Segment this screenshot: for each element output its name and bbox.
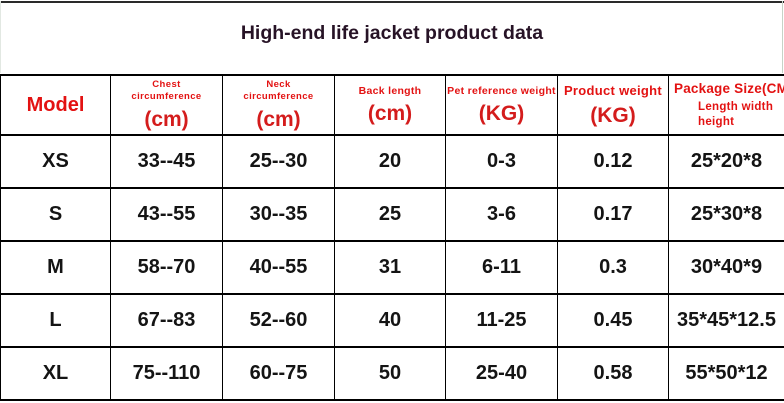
col-header-chest-line1: Chest: [152, 79, 181, 91]
col-header-package-size-label: Package Size(CM): [674, 81, 784, 97]
col-header-package-size-sub: Length width height: [698, 101, 774, 128]
cell-chest: 43--55: [110, 187, 223, 242]
cell-neck: 60--75: [222, 346, 335, 401]
col-header-package-size: Package Size(CM) Length width height: [668, 74, 784, 136]
cell-product-weight: 0.45: [557, 293, 669, 348]
table-row-s: S 43--55 30--35 25 3-6 0.17 25*30*8: [0, 187, 784, 242]
col-header-product-weight: Product weight (KG): [557, 74, 669, 136]
cell-back-length: 40: [334, 293, 446, 348]
top-border-line: [0, 1, 784, 3]
col-header-product-weight-unit: (KG): [590, 103, 636, 127]
cell-product-weight: 0.58: [557, 346, 669, 401]
col-header-back-length: Back length (cm): [334, 74, 446, 136]
cell-chest: 75--110: [110, 346, 223, 401]
cell-product-weight: 0.17: [557, 187, 669, 242]
col-header-model-label: Model: [26, 93, 85, 116]
right-edge-line: [782, 1, 783, 73]
col-header-back-length-unit: (cm): [367, 102, 413, 126]
cell-chest: 33--45: [110, 134, 223, 189]
cell-back-length: 31: [334, 240, 446, 295]
table-row-m: M 58--70 40--55 31 6-11 0.3 30*40*9: [0, 240, 784, 295]
col-header-chest-line2: circumference: [131, 91, 202, 103]
cell-back-length: 25: [334, 187, 446, 242]
cell-model: M: [0, 240, 111, 295]
cell-package-size: 25*30*8: [668, 187, 784, 242]
cell-pet-weight: 3-6: [445, 187, 558, 242]
left-edge-line: [0, 1, 1, 73]
product-data-table: Model Chest circumference (cm) Neck circ…: [0, 74, 784, 401]
col-header-back-length-label: Back length: [358, 84, 422, 97]
cell-product-weight: 0.12: [557, 134, 669, 189]
cell-package-size: 35*45*12.5: [668, 293, 784, 348]
cell-pet-weight: 11-25: [445, 293, 558, 348]
cell-model: L: [0, 293, 111, 348]
col-header-chest-circumference: Chest circumference (cm): [110, 74, 223, 136]
col-header-chest-unit: (cm): [144, 107, 189, 131]
cell-package-size: 25*20*8: [668, 134, 784, 189]
cell-pet-weight: 25-40: [445, 346, 558, 401]
cell-model: XL: [0, 346, 111, 401]
cell-pet-weight: 0-3: [445, 134, 558, 189]
cell-chest: 58--70: [110, 240, 223, 295]
cell-model: XS: [0, 134, 111, 189]
table-header-row: Model Chest circumference (cm) Neck circ…: [0, 74, 784, 136]
cell-back-length: 50: [334, 346, 446, 401]
cell-product-weight: 0.3: [557, 240, 669, 295]
col-header-pet-reference-weight: Pet reference weight (KG): [445, 74, 558, 136]
page-title: High-end life jacket product data: [240, 22, 544, 44]
cell-neck: 25--30: [222, 134, 335, 189]
cell-neck: 40--55: [222, 240, 335, 295]
cell-chest: 67--83: [110, 293, 223, 348]
table-row-xl: XL 75--110 60--75 50 25-40 0.58 55*50*12: [0, 346, 784, 401]
col-header-model: Model: [0, 74, 111, 136]
col-header-neck-unit: (cm): [256, 107, 301, 131]
col-header-neck-circumference: Neck circumference (cm): [222, 74, 335, 136]
cell-back-length: 20: [334, 134, 446, 189]
cell-pet-weight: 6-11: [445, 240, 558, 295]
col-header-product-weight-label: Product weight: [563, 83, 663, 98]
col-header-neck-line1: Neck: [266, 79, 291, 91]
cell-package-size: 55*50*12: [668, 346, 784, 401]
cell-package-size: 30*40*9: [668, 240, 784, 295]
table-row-xs: XS 33--45 25--30 20 0-3 0.12 25*20*8: [0, 134, 784, 189]
table-row-l: L 67--83 52--60 40 11-25 0.45 35*45*12.5: [0, 293, 784, 348]
col-header-pet-weight-unit: (KG): [478, 102, 525, 126]
cell-neck: 52--60: [222, 293, 335, 348]
cell-model: S: [0, 187, 111, 242]
col-header-pet-weight-label: Pet reference weight: [447, 84, 556, 97]
col-header-neck-line2: circumference: [243, 91, 314, 103]
cell-neck: 30--35: [222, 187, 335, 242]
